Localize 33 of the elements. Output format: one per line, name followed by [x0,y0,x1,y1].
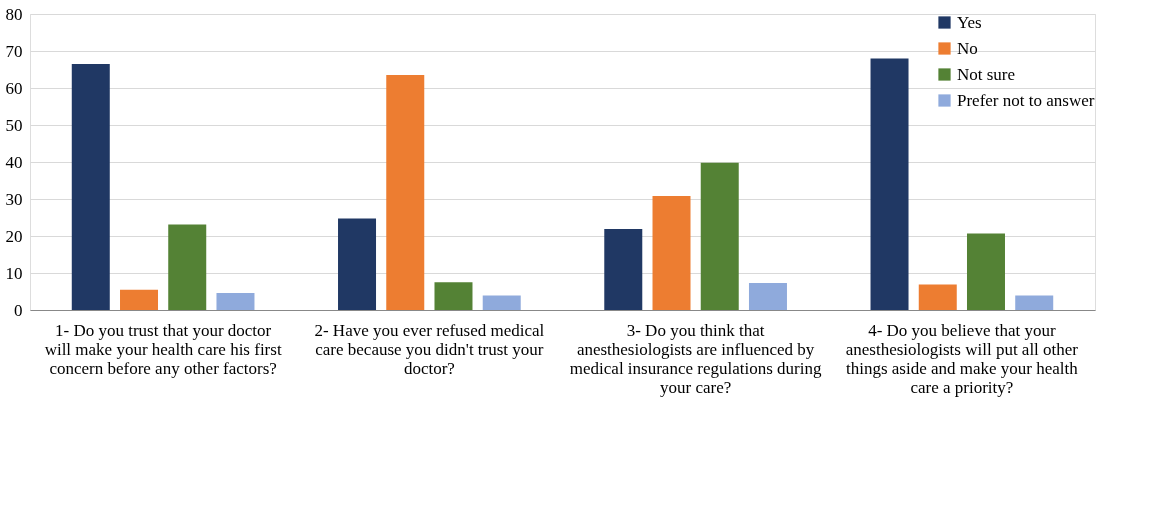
y-tick-label: 50 [5,115,23,135]
bar [652,196,691,310]
y-tick-label: 80 [5,4,23,24]
bar [71,63,110,310]
bar [120,289,159,310]
bar [604,228,643,310]
bar [966,233,1005,310]
y-tick-label: 70 [5,41,23,61]
bar [1015,295,1054,310]
bar [216,292,255,310]
legend-label: No [957,38,978,58]
y-tick-label: 20 [5,226,23,246]
bar [918,284,957,310]
bar [434,282,473,310]
y-tick-label: 40 [5,152,23,172]
legend-label: Not sure [957,64,1016,84]
bar [482,295,521,310]
bar [870,58,909,310]
x-tick-label: 4- Do you believe that your anesthesiologists will put all other things aside and make your health care a priority? [845,320,1079,397]
legend-label: Yes [957,12,982,32]
y-tick-label: 60 [5,78,23,98]
y-tick-label: 0 [14,300,23,320]
x-tick-label: 1- Do you trust that your doctor will make your health care his first concern before any other factors? [44,320,282,378]
y-tick-label: 10 [5,263,23,283]
bar [338,218,377,310]
bar [168,224,207,310]
bar [748,282,787,310]
legend-label: Prefer not to answer [957,90,1095,110]
y-tick-label: 30 [5,189,23,209]
bar [386,75,425,310]
x-tick-label: 3- Do you think that anesthesiologists are influenced by medical insurance regulations during your care? [569,320,822,397]
x-tick-label: 2- Have you ever refused medical care because you didn't trust your doctor? [314,320,545,378]
bar [700,162,739,310]
